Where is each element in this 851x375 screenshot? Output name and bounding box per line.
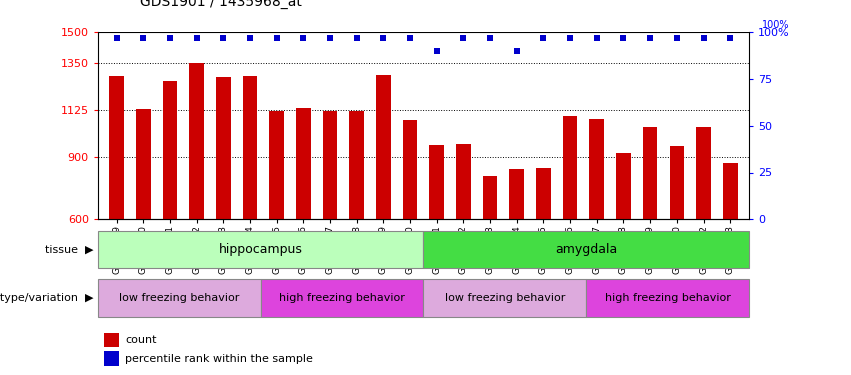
Bar (349, 111, 364, 219)
Text: count: count (125, 335, 157, 345)
Text: tissue  ▶: tissue ▶ (45, 244, 94, 254)
Bar (643, 127, 658, 219)
Bar (189, 63, 204, 219)
Bar (296, 108, 311, 219)
Text: high freezing behavior: high freezing behavior (604, 293, 730, 303)
Bar (670, 147, 684, 219)
Bar (456, 144, 471, 219)
Bar (722, 163, 738, 219)
Bar (430, 146, 444, 219)
Bar (98, 231, 424, 268)
Bar (590, 119, 604, 219)
Text: low freezing behavior: low freezing behavior (444, 293, 565, 303)
Bar (483, 176, 498, 219)
Bar (136, 109, 151, 219)
Bar (269, 111, 284, 219)
Text: GDS1901 / 1435968_at: GDS1901 / 1435968_at (140, 0, 302, 9)
Text: genotype/variation  ▶: genotype/variation ▶ (0, 293, 94, 303)
Bar (563, 116, 578, 219)
Bar (98, 279, 260, 317)
Text: low freezing behavior: low freezing behavior (119, 293, 239, 303)
Text: high freezing behavior: high freezing behavior (279, 293, 405, 303)
Text: percentile rank within the sample: percentile rank within the sample (125, 354, 313, 363)
Bar (243, 76, 257, 219)
Bar (216, 76, 231, 219)
Bar (105, 351, 118, 366)
Text: hippocampus: hippocampus (219, 243, 303, 256)
Bar (376, 75, 391, 219)
Bar (536, 168, 551, 219)
Bar (403, 120, 417, 219)
Text: amygdala: amygdala (555, 243, 617, 256)
Bar (109, 76, 124, 219)
Text: 100%: 100% (762, 20, 790, 30)
Bar (616, 153, 631, 219)
Bar (323, 111, 337, 219)
Bar (260, 279, 423, 317)
Bar (586, 279, 749, 317)
Bar (510, 170, 524, 219)
Bar (424, 231, 749, 268)
Bar (105, 333, 118, 347)
Bar (696, 127, 711, 219)
Bar (424, 279, 586, 317)
Bar (163, 81, 177, 219)
